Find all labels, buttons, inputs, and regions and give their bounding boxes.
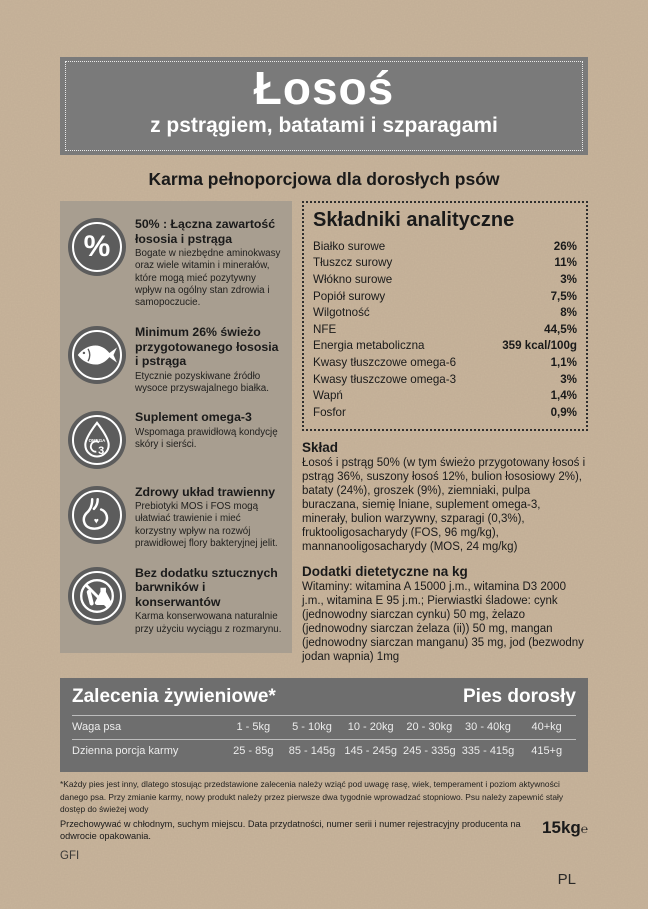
product-name: Łosoś <box>253 62 395 114</box>
brand-code: GFI <box>60 849 80 862</box>
feature-heading: 50% : Łączna zawartość łososia i pstrąga <box>135 217 276 246</box>
additives-title: Dodatki dietetyczne na kg <box>302 563 468 579</box>
product-tagline: Karma pełnoporcjowa dla dorosłych psów <box>148 169 500 189</box>
analytical-row: Wapń 1,4% <box>313 389 577 403</box>
stomach-icon: ♥ <box>68 486 126 544</box>
country-code: PL <box>557 870 576 888</box>
feature-no-additives: Bez dodatku sztucznych barwników i konse… <box>68 565 282 636</box>
analytical-row: Fosfor 0,9% <box>313 405 577 419</box>
e-mark: ℮ <box>580 821 588 836</box>
svg-text:♥: ♥ <box>94 516 99 525</box>
additives-body: Witaminy: witamina A 15000 j.m., witamin… <box>302 580 584 664</box>
storage-row: Przechowywać w chłodnym, suchym miejscu.… <box>60 819 588 843</box>
analytical-row: Włókno surowe 3% <box>313 272 577 286</box>
percent-icon: % <box>68 218 126 276</box>
feature-heading: Suplement omega-3 <box>135 410 252 425</box>
omega3-droplet-icon: OMEGA 3 <box>68 411 126 469</box>
feeding-title: Zalecenia żywieniowe* <box>72 686 276 708</box>
feeding-guidelines-table: Zalecenia żywieniowe* Pies dorosły Waga … <box>60 678 588 773</box>
feature-body: Wspomaga prawidłową kondycję skóry i sie… <box>135 426 278 451</box>
feature-body: Etycznie pozyskiwane źródło wysoce przys… <box>135 370 269 394</box>
feature-heading: Bez dodatku sztucznych barwników i konse… <box>135 565 278 609</box>
fish-icon <box>68 326 126 384</box>
analytical-row: Kwasy tłuszczowe omega-6 1,1% <box>313 355 577 369</box>
net-weight: 15kg℮ <box>542 817 588 837</box>
analytical-row: Kwasy tłuszczowe omega-3 3% <box>313 372 577 386</box>
feature-heading: Minimum 26% świeżo przygotowanego łososi… <box>135 325 279 369</box>
svg-text:OMEGA: OMEGA <box>89 438 107 443</box>
feeding-footnote: *Każdy pies jest inny, dlatego stosując … <box>60 779 564 814</box>
analytical-constituents-box: Składniki analityczne Białko surowe 26% T… <box>302 201 588 431</box>
analytical-title: Składniki analityczne <box>313 209 515 231</box>
weight-row: Waga psa 1 - 5kg 5 - 10kg 10 - 20kg 20 -… <box>72 715 576 739</box>
feature-omega3: OMEGA 3 Suplement omega-3 Wspomaga prawi… <box>68 409 282 469</box>
portion-row-label: Dzienna porcja karmy <box>72 745 179 758</box>
analytical-row: Energia metaboliczna 359 kcal/100g <box>313 339 577 353</box>
storage-instructions: Przechowywać w chłodnym, suchym miejscu.… <box>60 818 521 841</box>
additives-section: Dodatki dietetyczne na kg Witaminy: wita… <box>302 564 588 665</box>
analytical-row: Popiół surowy 7,5% <box>313 289 577 303</box>
feature-heading: Zdrowy układ trawienny <box>135 484 276 499</box>
composition-section: Skład Łosoś i pstrąg 50% (w tym świeżo p… <box>302 440 588 555</box>
composition-body: Łosoś i pstrąg 50% (w tym świeżo przygot… <box>302 456 586 554</box>
feature-panel: % 50% : Łączna zawartość łososia i pstrą… <box>60 201 292 653</box>
analytical-row: Tłuszcz surowy 11% <box>313 256 577 270</box>
feature-digestion: ♥ Zdrowy układ trawienny Prebiotyki MOS … <box>68 484 282 551</box>
feature-fresh-fish: Minimum 26% świeżo przygotowanego łososi… <box>68 324 282 395</box>
analytical-row: Wilgotność 8% <box>313 306 577 320</box>
feature-body: Bogate w niezbędne aminokwasy oraz wiele… <box>135 248 281 309</box>
analytical-row: Białko surowe 26% <box>313 239 577 253</box>
main-columns: % 50% : Łączna zawartość łososia i pstrą… <box>60 201 588 664</box>
svg-text:3: 3 <box>98 445 104 457</box>
feeding-subject: Pies dorosły <box>463 686 576 708</box>
right-column: Składniki analityczne Białko surowe 26% T… <box>302 201 588 664</box>
product-banner: Łosoś z pstrągiem, batatami i szparagami <box>60 57 588 155</box>
feature-salmon-content: % 50% : Łączna zawartość łososia i pstrą… <box>68 216 282 310</box>
feature-body: Karma konserwowana naturalnie przy użyci… <box>135 611 282 635</box>
composition-title: Skład <box>302 439 339 455</box>
no-artificial-additives-icon <box>68 567 126 625</box>
product-variant: z pstrągiem, batatami i szparagami <box>150 113 498 137</box>
analytical-row: NFE 44,5% <box>313 322 577 336</box>
weight-row-label: Waga psa <box>72 721 122 734</box>
feature-body: Prebiotyki MOS i FOS mogą ułatwiać trawi… <box>135 501 278 550</box>
portion-row: Dzienna porcja karmy 25 - 85g 85 - 145g … <box>72 739 576 763</box>
